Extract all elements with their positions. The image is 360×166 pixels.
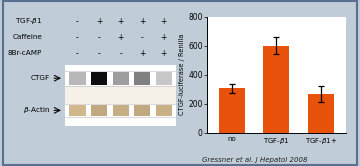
Text: +: + xyxy=(117,33,124,42)
Text: -: - xyxy=(76,17,79,26)
Text: +: + xyxy=(161,17,167,26)
Bar xyxy=(69,105,86,116)
Bar xyxy=(69,72,86,85)
Bar xyxy=(156,105,172,116)
Bar xyxy=(134,105,150,116)
Text: 8Br-cAMP: 8Br-cAMP xyxy=(8,50,42,56)
Bar xyxy=(134,72,150,85)
Text: +: + xyxy=(161,49,167,58)
Text: -: - xyxy=(76,33,79,42)
Text: -: - xyxy=(76,49,79,58)
Text: -: - xyxy=(98,49,100,58)
Bar xyxy=(91,72,107,85)
Text: CTGF: CTGF xyxy=(30,75,49,81)
Text: -: - xyxy=(119,49,122,58)
Bar xyxy=(113,72,129,85)
Text: +: + xyxy=(139,49,145,58)
Bar xyxy=(113,105,129,116)
Text: +: + xyxy=(117,17,124,26)
Text: $\beta$-Actin: $\beta$-Actin xyxy=(23,105,49,115)
Text: Caffeine: Caffeine xyxy=(13,34,42,40)
Bar xyxy=(91,105,107,116)
Bar xyxy=(65,85,176,104)
Text: +: + xyxy=(96,17,102,26)
Bar xyxy=(156,72,172,85)
Text: -: - xyxy=(141,33,144,42)
Text: +: + xyxy=(161,33,167,42)
Bar xyxy=(219,88,244,133)
Text: +: + xyxy=(139,17,145,26)
Text: Gressner et al. J Hepatol 2008: Gressner et al. J Hepatol 2008 xyxy=(202,157,307,163)
Text: TGF-$\beta$1: TGF-$\beta$1 xyxy=(15,16,42,26)
Bar xyxy=(65,65,176,126)
Bar xyxy=(263,46,289,133)
Y-axis label: CTGF-luciferase / Renilla: CTGF-luciferase / Renilla xyxy=(179,34,185,115)
Bar xyxy=(308,94,334,133)
Text: -: - xyxy=(98,33,100,42)
